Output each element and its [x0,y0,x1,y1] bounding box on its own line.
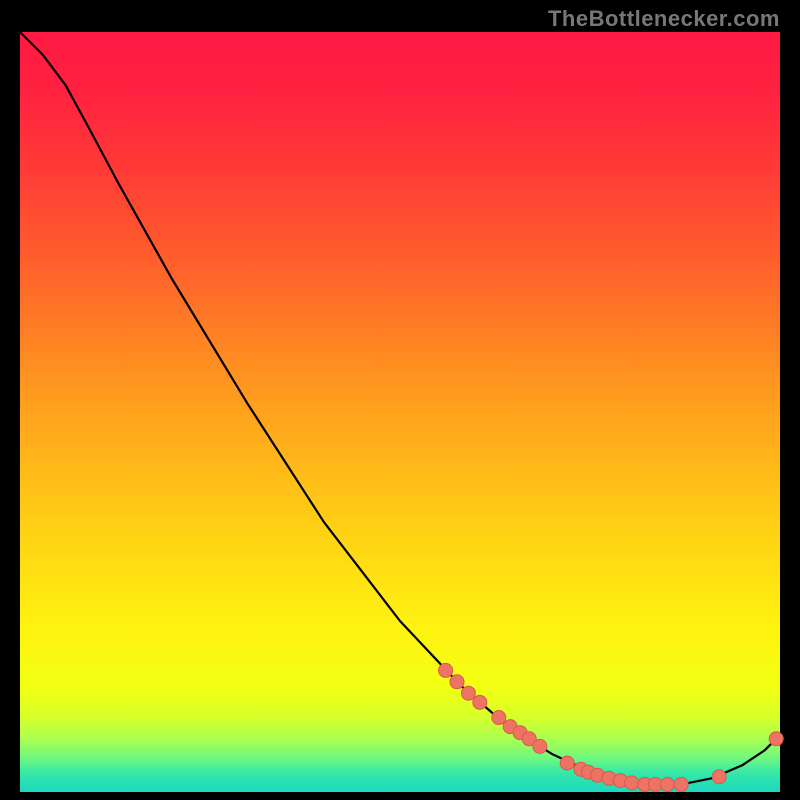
data-point [533,739,547,753]
data-point [674,777,688,791]
data-point [661,777,675,791]
data-point [769,732,783,746]
watermark-label: TheBottlenecker.com [548,6,780,32]
plot-background [20,32,780,792]
data-point [492,711,506,725]
data-point [461,686,475,700]
data-point [625,776,639,790]
data-point [712,770,726,784]
data-point [439,663,453,677]
data-point [450,675,464,689]
data-point [473,695,487,709]
bottleneck-chart [0,0,800,800]
data-point [560,756,574,770]
